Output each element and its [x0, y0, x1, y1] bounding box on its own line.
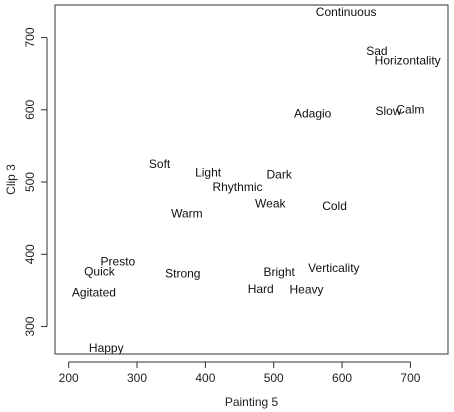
point-label-calm: Calm: [396, 103, 424, 117]
point-label-soft: Soft: [149, 157, 171, 171]
point-label-quick: Quick: [84, 265, 116, 279]
point-label-strong: Strong: [165, 267, 200, 281]
point-label-cold: Cold: [322, 199, 347, 213]
point-label-sad: Sad: [366, 44, 387, 58]
point-label-happy: Happy: [89, 341, 124, 355]
point-label-hard: Hard: [248, 282, 274, 296]
x-tick-label: 400: [195, 371, 215, 385]
y-tick-label: 600: [23, 99, 37, 119]
point-label-continuous: Continuous: [316, 5, 377, 19]
x-tick-label: 600: [332, 371, 352, 385]
point-label-warm: Warm: [171, 207, 203, 221]
y-tick-label: 500: [23, 172, 37, 192]
point-label-agitated: Agitated: [72, 285, 116, 299]
x-tick-label: 300: [127, 371, 147, 385]
x-axis: 200 300 400 500 600 700: [59, 361, 421, 385]
point-label-light: Light: [195, 166, 222, 180]
y-axis: 300 400 500 600 700: [23, 27, 48, 337]
point-label-horizontality: Horizontality: [375, 54, 441, 68]
point-label-weak: Weak: [255, 197, 286, 211]
plot-frame: [54, 4, 449, 355]
y-tick-label: 300: [23, 316, 37, 336]
point-label-dark: Dark: [267, 168, 293, 182]
point-label-heavy: Heavy: [290, 283, 324, 297]
x-axis-title: Painting 5: [225, 395, 279, 409]
point-label-adagio: Adagio: [294, 106, 332, 120]
x-tick-label: 200: [59, 371, 79, 385]
y-tick-label: 700: [23, 27, 37, 47]
x-tick-label: 500: [264, 371, 284, 385]
y-axis-title: Clip 3: [4, 164, 18, 195]
y-tick-label: 400: [23, 244, 37, 264]
point-label-slow: Slow: [376, 104, 402, 118]
point-label-rhythmic: Rhythmic: [212, 180, 262, 194]
point-label-presto: Presto: [101, 254, 136, 268]
x-tick-label: 700: [400, 371, 420, 385]
point-label-bright: Bright: [264, 265, 296, 279]
point-label-verticality: Verticality: [308, 261, 359, 275]
